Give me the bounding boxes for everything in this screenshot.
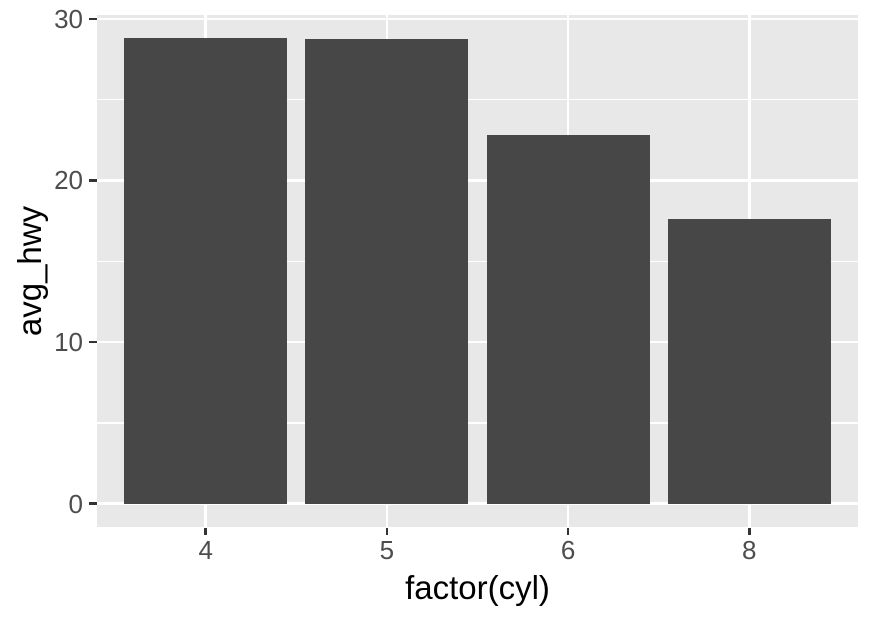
- y-tick-mark: [89, 179, 97, 182]
- h-gridline-major: [97, 17, 858, 21]
- h-gridline-minor: [97, 98, 858, 101]
- y-axis-title: avg_hwy: [11, 205, 48, 337]
- x-tick-mark: [385, 528, 389, 535]
- y-tick-label: 20: [54, 165, 83, 196]
- x-axis-title: factor(cyl): [405, 569, 550, 606]
- x-tick-label: 6: [560, 535, 576, 565]
- bar: [667, 218, 831, 504]
- x-tick-label: 8: [742, 535, 757, 565]
- y-tick-label: 10: [54, 327, 83, 358]
- bar: [305, 39, 469, 504]
- x-tick-label: 5: [379, 535, 395, 565]
- plot-panel: [97, 15, 858, 527]
- y-tick-mark: [89, 340, 97, 344]
- y-tick-mark: [89, 502, 97, 505]
- x-tick-mark: [204, 528, 207, 535]
- y-tick-mark: [89, 17, 97, 21]
- x-tick-mark: [748, 528, 751, 535]
- h-gridline-major: [97, 340, 858, 344]
- h-gridline-major: [97, 179, 858, 182]
- y-tick-label: 30: [54, 3, 83, 34]
- bar: [124, 38, 288, 504]
- x-tick-mark: [566, 528, 570, 535]
- x-tick-label: 4: [198, 535, 213, 565]
- h-gridline-minor: [97, 422, 858, 424]
- y-tick-label: 0: [68, 488, 83, 519]
- bar: [486, 134, 650, 504]
- h-gridline-minor: [97, 260, 858, 262]
- h-gridline-major: [97, 502, 858, 506]
